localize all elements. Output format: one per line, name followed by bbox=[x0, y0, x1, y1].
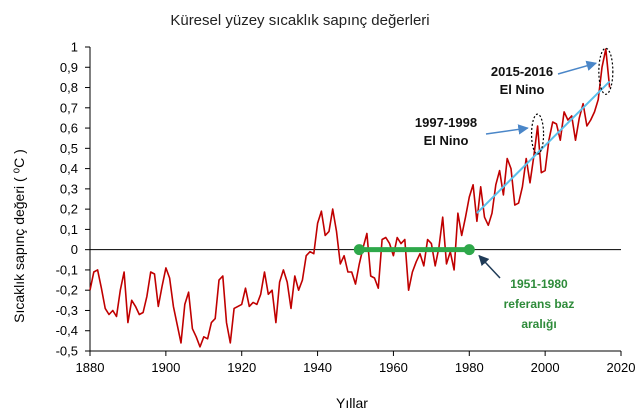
x-tick-label: 2020 bbox=[607, 360, 636, 375]
y-tick-label: 0,9 bbox=[60, 60, 78, 75]
x-tick-label: 1880 bbox=[76, 360, 105, 375]
annotation-1997-1998-years: 1997-1998 bbox=[415, 115, 477, 130]
x-tick-label: 1920 bbox=[227, 360, 256, 375]
chart-title: Küresel yüzey sıcaklık sapınç değerleri bbox=[170, 12, 429, 29]
x-tick-label: 1960 bbox=[379, 360, 408, 375]
trend-line bbox=[476, 80, 611, 214]
y-tick-label: 0,2 bbox=[60, 202, 78, 217]
y-tick-label: -0,3 bbox=[56, 303, 78, 318]
el-nino-2015-ellipse bbox=[598, 47, 614, 95]
x-axis-label: Yıllar bbox=[336, 395, 368, 411]
x-tick-label: 1980 bbox=[455, 360, 484, 375]
baseline-start-dot bbox=[353, 244, 365, 256]
arrow-2015-2016 bbox=[557, 60, 598, 75]
annotation-2015-2016-label: El Nino bbox=[500, 82, 545, 97]
baseline-annotation-suffix: aralığı bbox=[521, 317, 556, 331]
x-tick-labels: 1880 1900 1920 1940 1960 1980 2000 2020 bbox=[76, 351, 636, 375]
y-tick-label: -0,2 bbox=[56, 283, 78, 298]
y-tick-label: 0,6 bbox=[60, 121, 78, 136]
y-tick-label: 0 bbox=[71, 242, 78, 257]
arrow-baseline bbox=[478, 254, 501, 279]
y-tick-label: 1 bbox=[71, 40, 78, 55]
y-tick-label: 0,4 bbox=[60, 161, 78, 176]
y-tick-label: -0,5 bbox=[56, 344, 78, 359]
y-tick-label: -0,4 bbox=[56, 323, 78, 338]
baseline-annotation-label: referans baz bbox=[504, 297, 575, 311]
series-layer bbox=[89, 48, 611, 348]
overlay-layer bbox=[353, 47, 614, 279]
y-tick-labels: 1 0,9 0,8 0,7 0,6 0,5 0,4 0,3 0,2 0,1 0 -0,1 -0,2 -0,… bbox=[56, 40, 90, 359]
baseline-annotation-years: 1951-1980 bbox=[510, 277, 568, 291]
y-tick-label: 0,5 bbox=[60, 141, 78, 156]
annotation-2015-2016-years: 2015-2016 bbox=[491, 64, 553, 79]
y-tick-label: 0,3 bbox=[60, 181, 78, 196]
y-tick-label: 0,1 bbox=[60, 222, 78, 237]
baseline-end-dot bbox=[463, 244, 475, 256]
arrow-1997-1998 bbox=[485, 124, 529, 135]
x-tick-label: 1940 bbox=[303, 360, 332, 375]
series-line bbox=[89, 48, 611, 348]
annotation-1997-1998-label: El Nino bbox=[424, 133, 469, 148]
y-tick-label: 0,8 bbox=[60, 80, 78, 95]
x-tick-label: 2000 bbox=[531, 360, 560, 375]
el-nino-1997-ellipse bbox=[530, 113, 545, 155]
y-tick-label: -0,1 bbox=[56, 262, 78, 277]
y-tick-label: 0,7 bbox=[60, 100, 78, 115]
y-axis-label: Sıcaklık sapınç değeri ( ⁰C ) bbox=[11, 149, 27, 323]
x-tick-label: 1900 bbox=[151, 360, 180, 375]
